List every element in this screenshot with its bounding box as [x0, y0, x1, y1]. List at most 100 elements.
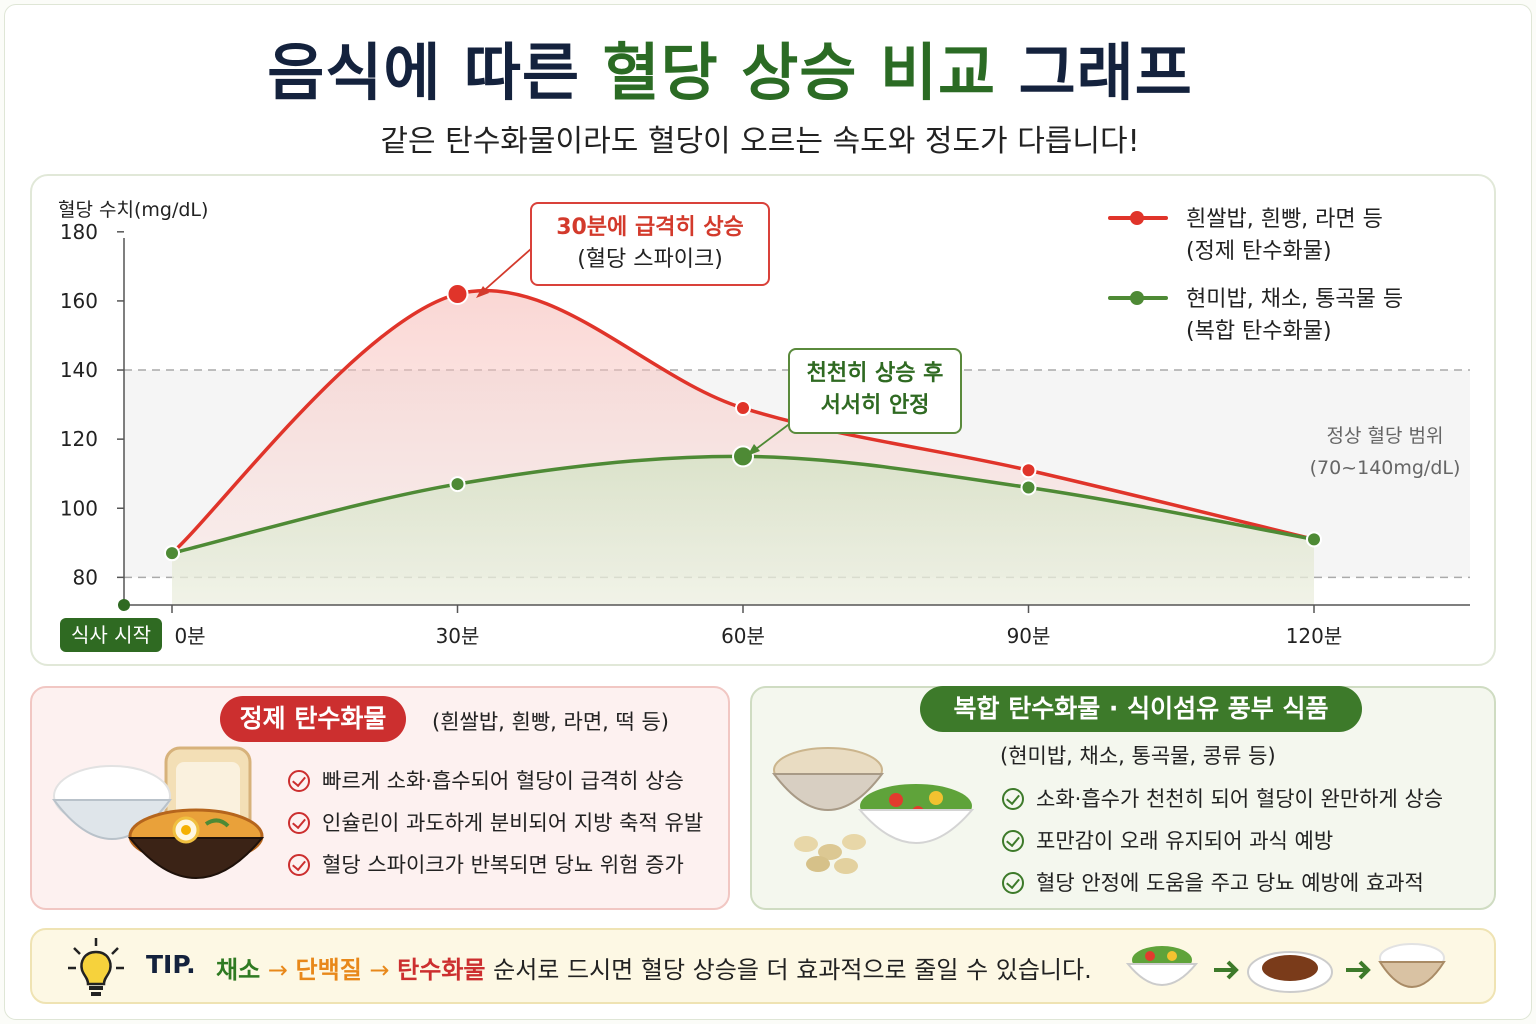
y-tick-label: 160: [60, 289, 98, 313]
tip-rest: 순서로 드시면 혈당 상승을 더 효과적으로 줄일 수 있습니다.: [485, 956, 1092, 984]
refined-data-point: [446, 283, 469, 306]
refined-series-line: [170, 288, 1315, 555]
y-axis-title: 혈당 수치(mg/dL): [58, 199, 208, 221]
arrow-right-icon-2: [1346, 960, 1371, 980]
title-highlight: 혈당 상승 비교: [602, 36, 997, 109]
check-circle-icon: [1002, 872, 1024, 894]
meal-start-dot: [118, 599, 130, 611]
spike-callout-arrowhead: [476, 286, 489, 298]
bullet-text: 포만감이 오래 유지되어 과식 예방: [1036, 829, 1334, 853]
legend-item-refined: 흰쌀밥, 흰빵, 라면 등 (정제 탄수화물): [1106, 202, 1506, 282]
refined-data-point: [1020, 462, 1037, 479]
list-item: 포만감이 오래 유지되어 과식 예방: [1002, 826, 1443, 868]
legend-dot-refined: [1130, 211, 1144, 225]
complex-data-point: [164, 545, 180, 562]
stable-callout-arrow: [751, 421, 793, 453]
complex-carbs-examples: (현미밥, 채소, 통곡물, 콩류 등): [1000, 744, 1276, 768]
bean-icon: [794, 836, 818, 852]
x-tick-label: 30분: [436, 624, 480, 648]
stable-callout-line1: 천천히 상승 후: [806, 361, 944, 386]
x-tick-label: 90분: [1007, 624, 1051, 648]
scallion-icon: [204, 818, 230, 828]
brown-rice-bowl-icon: [771, 773, 885, 811]
y-tick-label: 180: [60, 220, 98, 244]
normal-range-values: (70~140mg/dL): [1309, 457, 1461, 479]
y-tick-label: 140: [60, 358, 98, 382]
refined-bullet-list: 빠르게 소화·흡수되어 혈당이 급격히 상승 인슐린이 과도하게 분비되어 지방…: [288, 766, 703, 892]
list-item: 인슐린이 과도하게 분비되어 지방 축적 유발: [288, 808, 703, 850]
bullet-text: 빠르게 소화·흡수되어 혈당이 급격히 상승: [322, 769, 684, 793]
complex-data-point: [449, 476, 466, 493]
legend-item-complex: 현미밥, 채소, 통곡물 등 (복합 탄수화물): [1106, 282, 1506, 362]
y-tick-label: 100: [60, 496, 98, 520]
spike-callout: 30분에 급격히 상승 (혈당 스파이크): [530, 202, 770, 286]
bullet-text: 혈당 스파이크가 반복되면 당뇨 위험 증가: [322, 853, 684, 877]
spike-callout-title: 30분에 급격히 상승: [556, 215, 744, 240]
legend-label-complex: 현미밥, 채소, 통곡물 등 (복합 탄수화물): [1186, 287, 1404, 344]
x-tick-label: 60분: [721, 624, 765, 648]
lightbulb-icon: [68, 938, 124, 996]
page-subtitle: 같은 탄수화물이라도 혈당이 오르는 속도와 정도가 다릅니다!: [380, 124, 1140, 159]
complex-data-point: [1020, 479, 1037, 496]
complex-data-point: [1306, 531, 1322, 548]
refined-carbs-title: 정제 탄수화물: [220, 696, 406, 742]
list-item: 혈당 스파이크가 반복되면 당뇨 위험 증가: [288, 850, 703, 892]
complex-bullet-list: 소화·흡수가 천천히 되어 혈당이 완만하게 상승 포만감이 오래 유지되어 과…: [1002, 784, 1443, 910]
steak-icon: [1262, 955, 1318, 981]
tip-text: 채소 → 단백질 → 탄수화물 순서로 드시면 혈당 상승을 더 효과적으로 줄…: [216, 950, 1092, 985]
check-circle-icon: [288, 854, 310, 876]
refined-food-illustration: [52, 746, 265, 879]
salad-bowl-icon: [1125, 963, 1199, 986]
list-item: 소화·흡수가 천천히 되어 혈당이 완만하게 상승: [1002, 784, 1443, 826]
bullet-text: 인슐린이 과도하게 분비되어 지방 축적 유발: [322, 811, 704, 835]
check-circle-icon: [1002, 788, 1024, 810]
bullet-text: 혈당 안정에 도움을 주고 당뇨 예방에 효과적: [1036, 871, 1424, 895]
spike-callout-arrow: [479, 247, 533, 295]
y-tick-label: 120: [60, 427, 98, 451]
chart-legend: 흰쌀밥, 흰빵, 라면 등 (정제 탄수화물) 현미밥, 채소, 통곡물 등 (…: [1106, 202, 1506, 362]
rice-bowl-icon: [1378, 961, 1446, 988]
bean-icon-5: [834, 858, 858, 874]
complex-data-point: [732, 445, 754, 468]
check-circle-icon: [1002, 830, 1024, 852]
tip-label: TIP.: [146, 950, 196, 979]
stable-callout: 천천히 상승 후 서서히 안정: [788, 348, 962, 434]
meal-order-illustration: [1125, 943, 1446, 993]
tomato-icon: [889, 793, 903, 807]
tip-protein: 단백질: [295, 956, 362, 984]
stable-callout-arrowhead: [747, 444, 760, 456]
tip-carb: 탄수화물: [397, 956, 486, 984]
complex-carbs-title: 복합 탄수화물 · 식이섬유 풍부 식품: [920, 686, 1362, 732]
normal-range-label: 정상 혈당 범위 (70~140mg/dL): [1300, 420, 1470, 484]
list-item: 혈당 안정에 도움을 주고 당뇨 예방에 효과적: [1002, 868, 1443, 910]
x-tick-label: 120분: [1286, 624, 1343, 648]
pepper-icon: [929, 791, 943, 805]
check-circle-icon: [288, 812, 310, 834]
tip-bar: TIP. 채소 → 단백질 → 탄수화물 순서로 드시면 혈당 상승을 더 효과…: [30, 928, 1496, 1004]
bean-icon-3: [842, 834, 866, 850]
list-item: 빠르게 소화·흡수되어 혈당이 급격히 상승: [288, 766, 703, 808]
meal-start-badge: 식사 시작: [60, 618, 162, 652]
complex-carbs-panel: 복합 탄수화물 · 식이섬유 풍부 식품 (현미밥, 채소, 통곡물, 콩류 등…: [750, 686, 1496, 910]
refined-data-point: [735, 400, 751, 417]
bean-icon-2: [818, 844, 842, 860]
page-title: 음식에 따른 혈당 상승 비교 그래프: [0, 22, 1460, 112]
arrow-right-icon: [1214, 960, 1239, 980]
refined-carbs-panel: 정제 탄수화물 (흰쌀밥, 흰빵, 라면, 떡 등) 빠르게 소화·흡수되어 혈…: [30, 686, 730, 910]
title-part1: 음식에 따른: [267, 36, 603, 109]
title-part3: 그래프: [996, 36, 1193, 109]
tip-vegetable: 채소: [216, 956, 261, 984]
spike-callout-subtitle: (혈당 스파이크): [577, 247, 723, 272]
bullet-text: 소화·흡수가 천천히 되어 혈당이 완만하게 상승: [1036, 787, 1444, 811]
bean-icon-4: [806, 856, 830, 872]
tip-arrow-2: →: [361, 956, 398, 984]
normal-range-title: 정상 혈당 범위: [1326, 425, 1444, 447]
check-circle-icon: [288, 770, 310, 792]
complex-food-illustration: [771, 747, 975, 874]
stable-callout-line2: 서서히 안정: [820, 393, 930, 418]
y-tick-label: 80: [73, 565, 98, 589]
refined-carbs-examples: (흰쌀밥, 흰빵, 라면, 떡 등): [432, 710, 669, 734]
tip-arrow-1: →: [260, 956, 296, 984]
ramen-bowl-icon: [127, 837, 265, 879]
salad-bowl-icon: [857, 809, 975, 844]
